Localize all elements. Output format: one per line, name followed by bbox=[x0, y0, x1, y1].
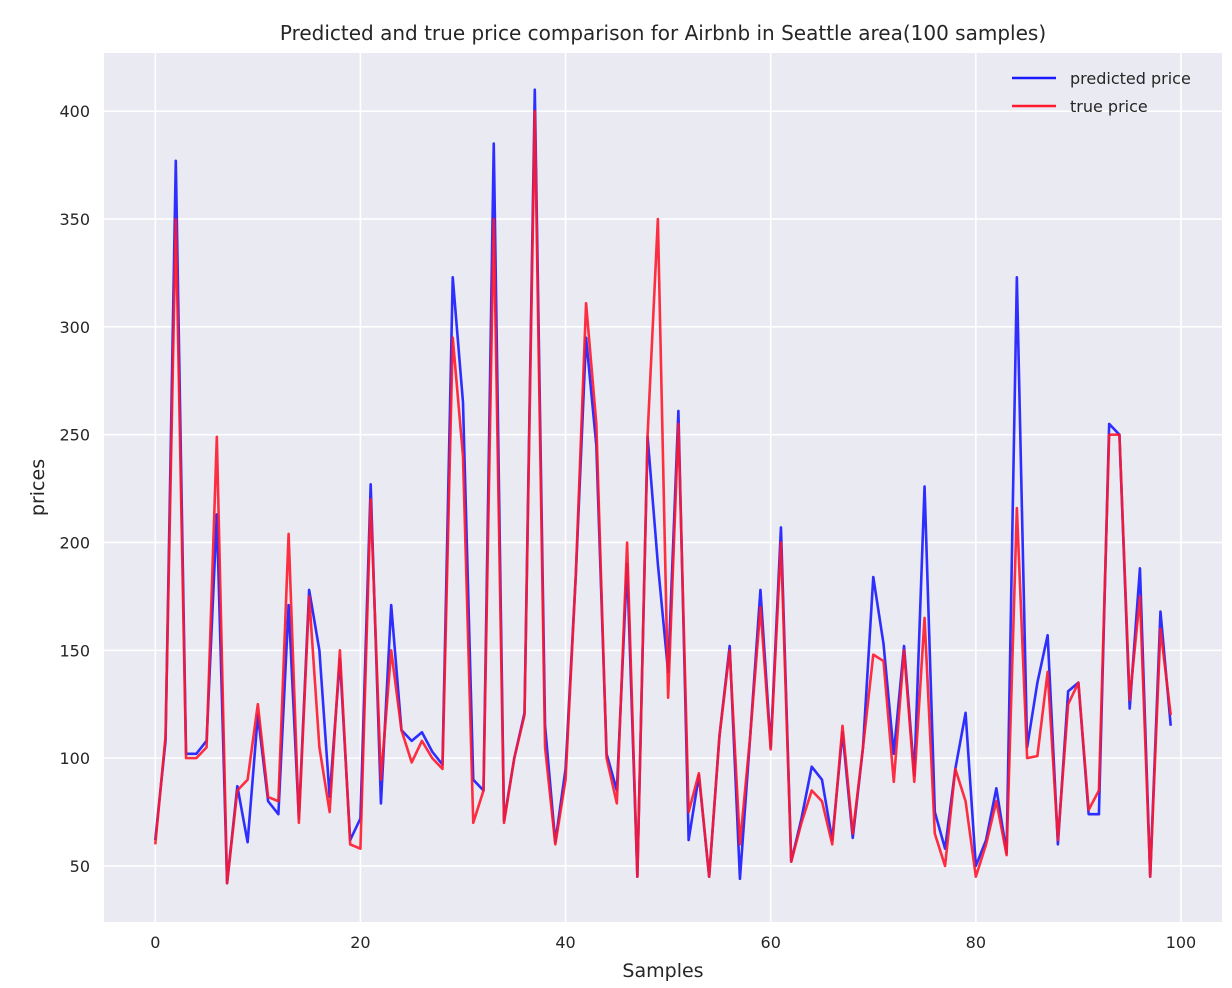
y-tick-label: 50 bbox=[70, 857, 90, 876]
chart-title: Predicted and true price comparison for … bbox=[280, 21, 1046, 45]
y-axis-label: prices bbox=[27, 459, 49, 516]
y-tick-label: 300 bbox=[59, 318, 90, 337]
x-tick-label: 100 bbox=[1166, 933, 1197, 952]
x-tick-label: 60 bbox=[761, 933, 781, 952]
x-tick-label: 20 bbox=[350, 933, 370, 952]
legend-entry: predicted price bbox=[1070, 69, 1191, 88]
y-tick-label: 200 bbox=[59, 533, 90, 552]
x-axis-label: Samples bbox=[622, 960, 703, 982]
y-tick-label: 150 bbox=[59, 641, 90, 660]
legend-entry: true price bbox=[1070, 97, 1148, 116]
y-tick-label: 100 bbox=[59, 749, 90, 768]
y-tick-label: 250 bbox=[59, 426, 90, 445]
legend: predicted price true price bbox=[1012, 69, 1191, 116]
x-tick-label: 80 bbox=[966, 933, 986, 952]
x-tick-label: 40 bbox=[555, 933, 575, 952]
x-tick-label: 0 bbox=[150, 933, 160, 952]
series-line-predicted-price bbox=[153, 88, 1173, 885]
series-line-true-price bbox=[153, 109, 1173, 885]
y-tick-label: 350 bbox=[59, 210, 90, 229]
tick-labels: 0 20 40 60 80 100 50 100 150 200 250 300 350 400 bbox=[59, 102, 1196, 952]
y-tick-label: 400 bbox=[59, 102, 90, 121]
series-lines bbox=[153, 88, 1173, 885]
